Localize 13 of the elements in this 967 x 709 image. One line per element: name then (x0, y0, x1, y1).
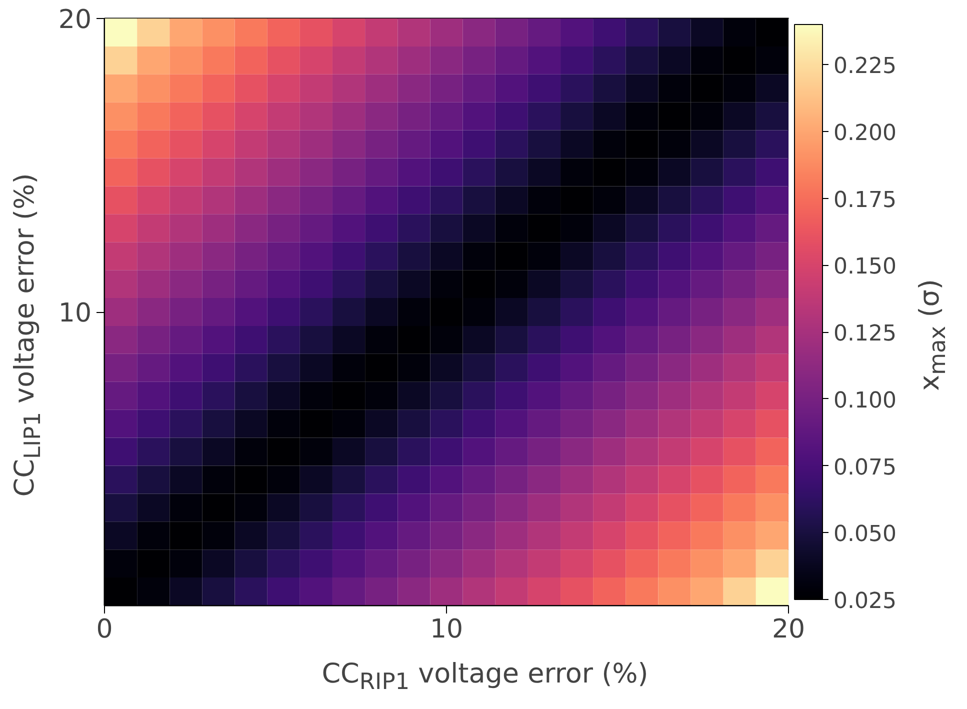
color-bar-label: 0.075 (834, 455, 896, 480)
x-tick-label: 10 (430, 614, 464, 644)
x-tick-label: 20 (772, 614, 806, 644)
color-bar-label: 0.125 (834, 322, 896, 347)
color-bar-label: 0.150 (834, 254, 896, 280)
x-axis-title: CC$_{RIP1}$ voltage error (%) (322, 658, 648, 698)
color-bar-label: 0.100 (834, 388, 896, 414)
color-bar-label: 0.025 (834, 589, 896, 614)
color-bar-label: 0.200 (834, 120, 896, 146)
color-bar-label: 0.175 (834, 188, 896, 213)
color-bar-label: 0.225 (834, 54, 896, 80)
x-tick-label: 0 (96, 614, 113, 644)
color-bar-label: 0.050 (834, 522, 896, 548)
